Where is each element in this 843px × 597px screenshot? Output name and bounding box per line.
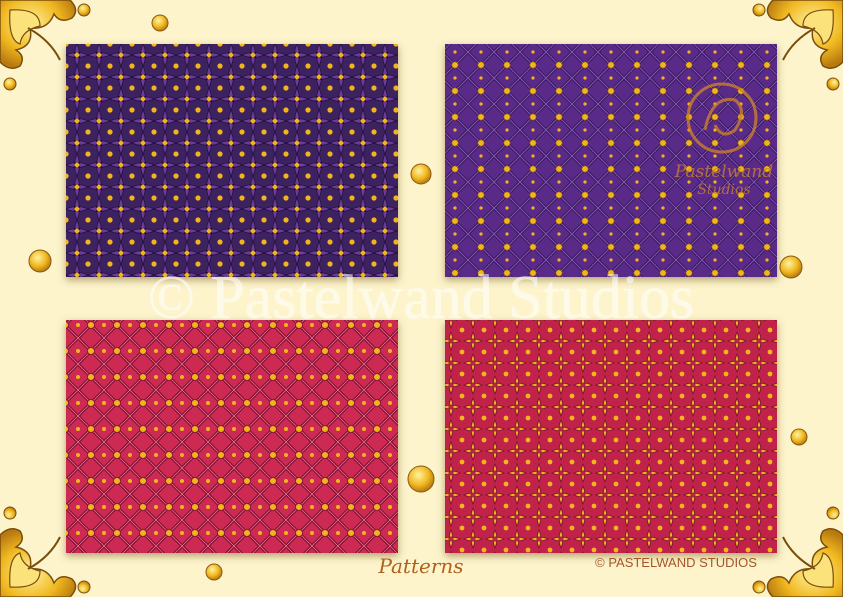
logo-subname: Studios (697, 182, 750, 198)
logo: Pastelwand Studios (674, 82, 773, 198)
gold-beads (28, 14, 808, 581)
caption: Patterns (377, 554, 463, 578)
logo-name: Pastelwand (674, 162, 773, 182)
pattern-panel (66, 320, 398, 553)
watermark: © Pastelwand Studios (148, 264, 695, 332)
pattern-panel (66, 44, 398, 277)
copyright: © PASTELWAND STUDIOS (595, 555, 757, 570)
pattern-panel (445, 320, 777, 553)
pattern-panel (445, 44, 777, 277)
pattern-panels (66, 44, 777, 553)
